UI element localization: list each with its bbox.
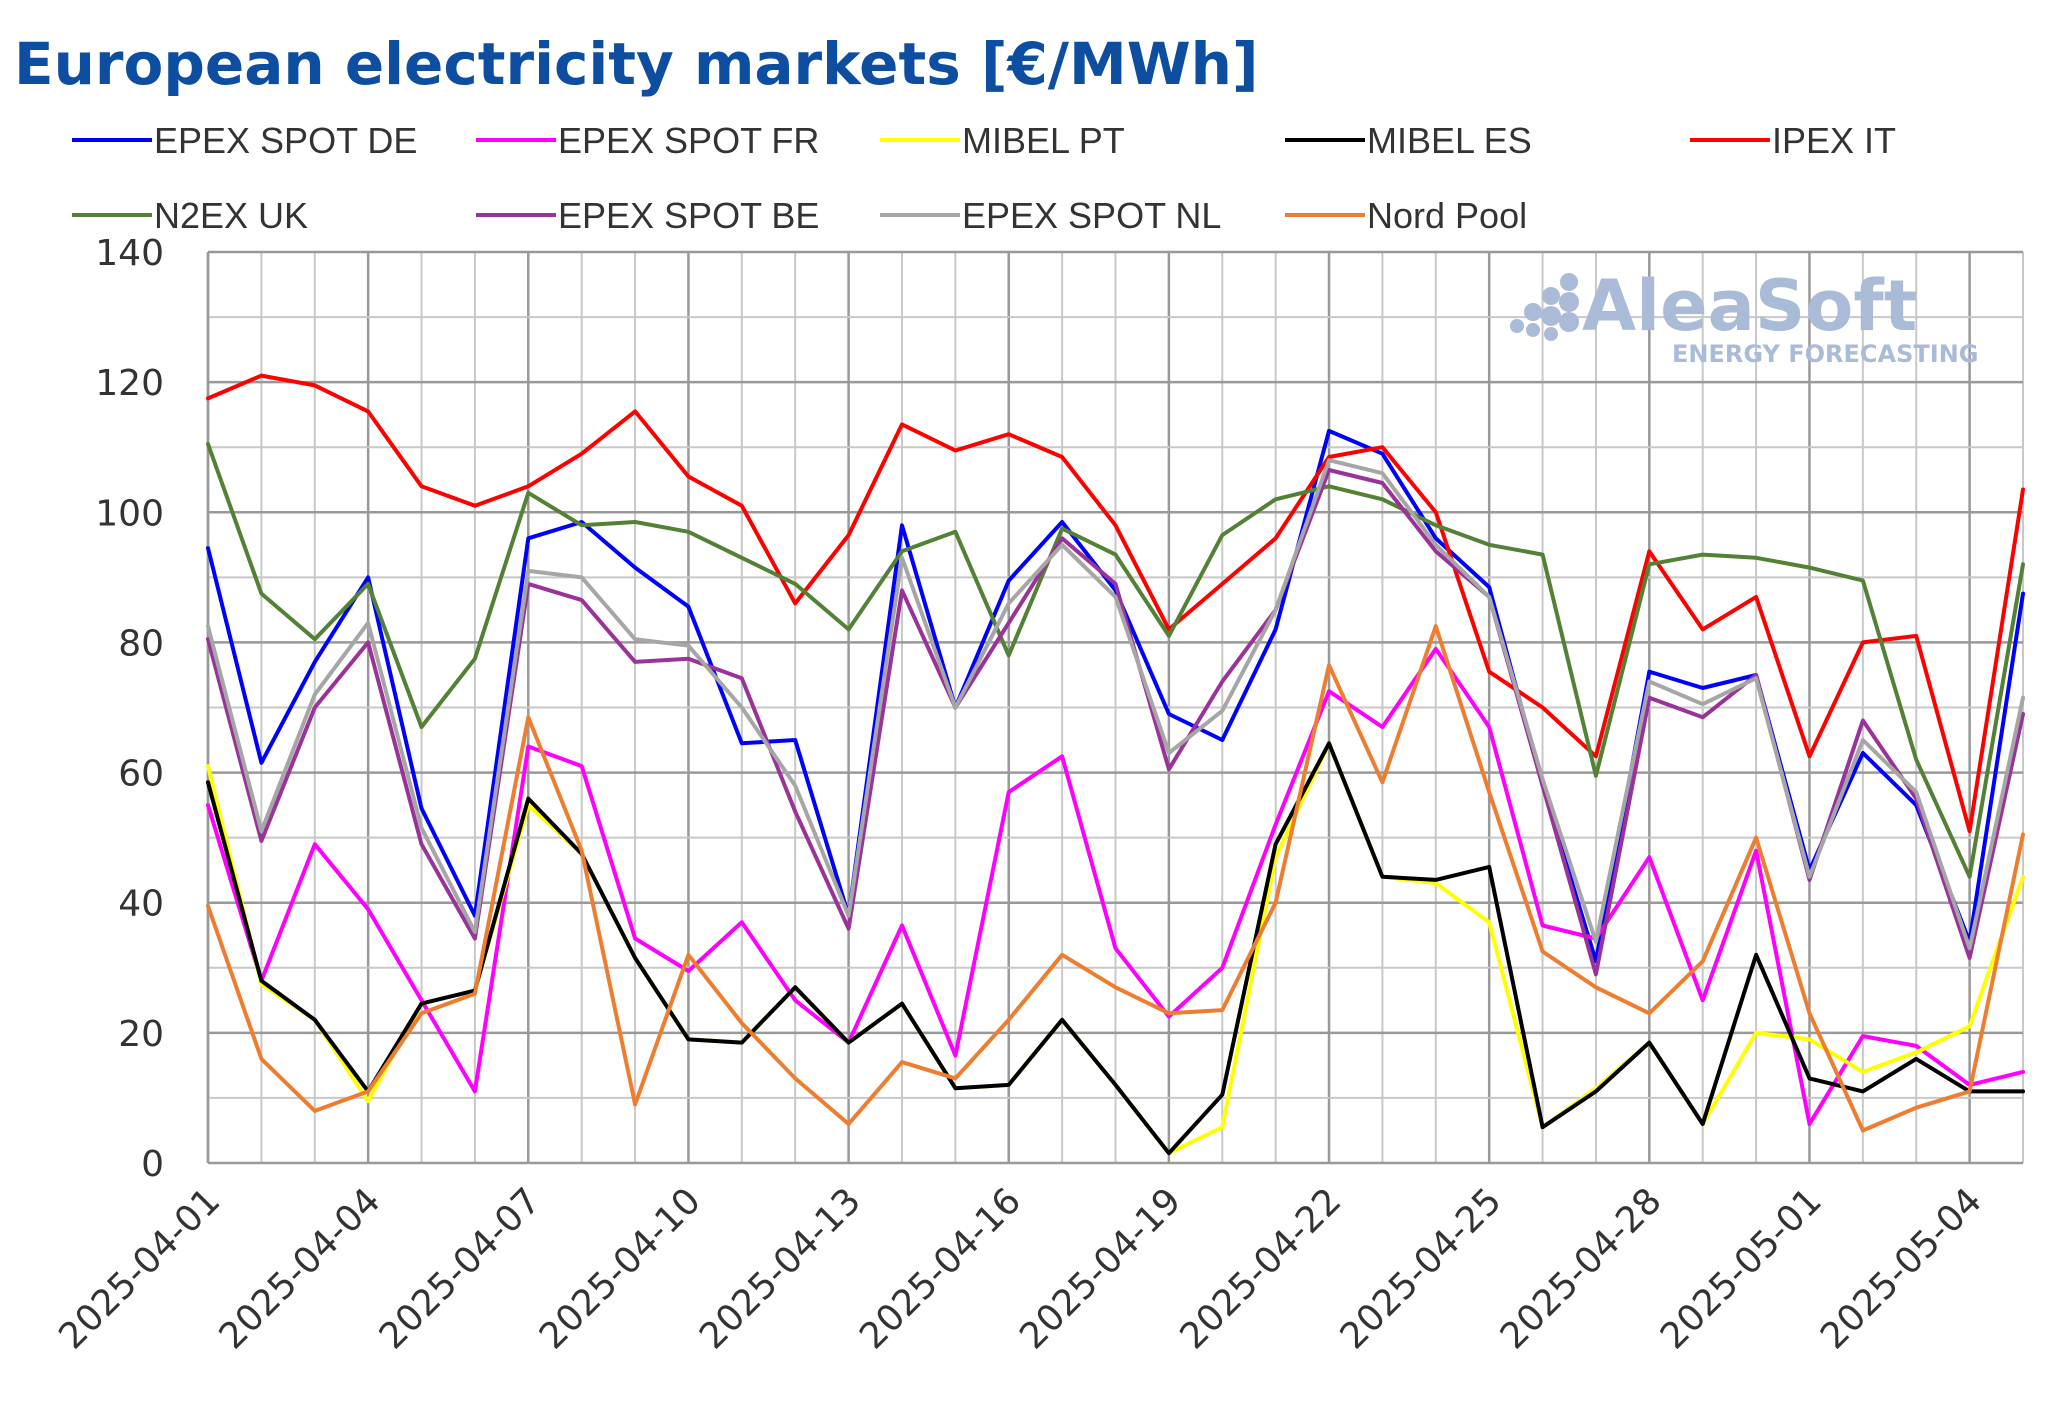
legend-label: IPEX IT — [1772, 120, 1896, 161]
watermark-brand: AleaSoft — [1582, 265, 1917, 347]
series-line-ipex-it — [206, 373, 2025, 834]
x-tick-label: 2025-04-10 — [532, 1180, 709, 1357]
legend-item-ipex-it: IPEX IT — [1690, 120, 1896, 161]
series-line-n2ex-uk — [206, 442, 2025, 879]
legend-item-mibel-pt: MIBEL PT — [880, 120, 1125, 161]
grid — [206, 250, 2024, 1163]
watermark-tagline: ENERGY FORECASTING — [1672, 340, 1979, 368]
watermark: AleaSoft ENERGY FORECASTING — [1510, 265, 1979, 368]
x-tick-label: 2025-04-13 — [692, 1180, 869, 1357]
series-line-mibel-es — [206, 741, 2025, 1156]
x-tick-label: 2025-04-04 — [212, 1180, 389, 1357]
y-tick-label: 80 — [118, 623, 164, 664]
x-tick-label: 2025-04-22 — [1172, 1180, 1349, 1357]
x-tick-label: 2025-04-01 — [51, 1180, 228, 1357]
x-tick-label: 2025-05-04 — [1813, 1180, 1990, 1357]
x-tick-label: 2025-04-19 — [1012, 1180, 1189, 1357]
chart-title: European electricity markets [€/MWh] — [14, 30, 1258, 98]
legend-label: EPEX SPOT FR — [558, 120, 819, 161]
legend-item-nord-pool: Nord Pool — [1285, 195, 1527, 236]
legend: EPEX SPOT DE EPEX SPOT FR MIBEL PT MIBEL ES… — [72, 120, 1896, 236]
series-line-nord-pool — [206, 624, 2025, 1133]
legend-label: Nord Pool — [1367, 195, 1527, 236]
axes — [206, 252, 2023, 1165]
legend-item-epex-spot-nl: EPEX SPOT NL — [880, 195, 1221, 236]
x-tick-label: 2025-05-01 — [1653, 1180, 1830, 1357]
x-tick-label: 2025-04-07 — [372, 1180, 549, 1357]
y-tick-labels: 0 20 40 60 80 100 120 140 — [95, 233, 164, 1185]
legend-label: N2EX UK — [154, 195, 308, 236]
legend-label: MIBEL PT — [962, 120, 1125, 161]
aleasoft-logo-icon — [1510, 273, 1579, 341]
legend-item-epex-spot-de: EPEX SPOT DE — [72, 120, 417, 161]
y-tick-label: 60 — [118, 754, 164, 795]
x-tick-label: 2025-04-16 — [852, 1180, 1029, 1357]
y-tick-label: 100 — [95, 493, 164, 534]
legend-label: EPEX SPOT DE — [154, 120, 417, 161]
x-tick-labels: 2025-04-012025-04-042025-04-072025-04-10… — [51, 1180, 1990, 1357]
y-tick-label: 140 — [95, 233, 164, 274]
legend-item-mibel-es: MIBEL ES — [1285, 120, 1532, 161]
y-tick-label: 120 — [95, 363, 164, 404]
x-tick-label: 2025-04-28 — [1493, 1180, 1670, 1357]
series-lines — [206, 373, 2025, 1156]
series-line-epex-spot-nl — [206, 458, 2025, 951]
legend-item-epex-spot-be: EPEX SPOT BE — [476, 195, 819, 236]
y-tick-label: 40 — [118, 884, 164, 925]
y-tick-label: 0 — [141, 1144, 164, 1185]
x-tick-label: 2025-04-25 — [1333, 1180, 1510, 1357]
legend-label: EPEX SPOT NL — [962, 195, 1221, 236]
legend-label: MIBEL ES — [1367, 120, 1532, 161]
legend-item-epex-spot-fr: EPEX SPOT FR — [476, 120, 819, 161]
legend-label: EPEX SPOT BE — [558, 195, 819, 236]
y-tick-label: 20 — [118, 1014, 164, 1055]
legend-item-n2ex-uk: N2EX UK — [72, 195, 308, 236]
